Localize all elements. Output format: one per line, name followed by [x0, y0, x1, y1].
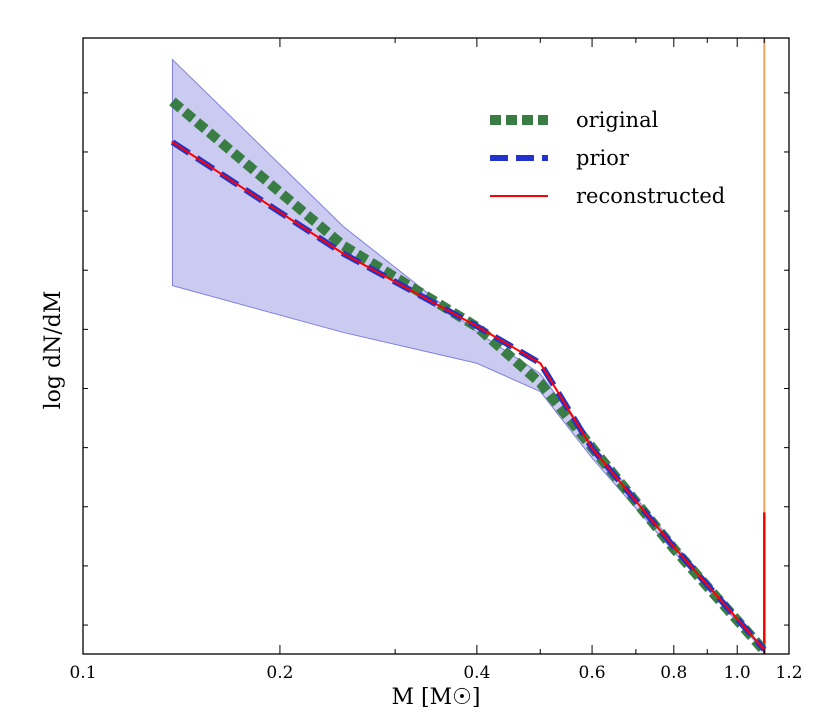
x-tick-label: 0.8 — [660, 663, 687, 683]
y-axis-label-text: log dN/dM — [41, 291, 66, 410]
legend-label-reconstructed: reconstructed — [576, 184, 725, 208]
x-tick-label: 1.0 — [724, 663, 751, 683]
x-tick-label: 0.6 — [579, 663, 606, 683]
x-tick-label: 0.2 — [266, 663, 293, 683]
legend: original prior reconstructed — [490, 108, 725, 208]
series-reconstructed — [171, 141, 766, 651]
y-axis-label: log dN/dM — [41, 291, 66, 410]
x-tick-label: 0.1 — [69, 663, 96, 683]
x-tick-label: 0.4 — [463, 663, 490, 683]
x-axis-label: M [M☉] — [392, 685, 481, 710]
axes-layer: 0.1 0.2 0.4 0.6 0.8 1.0 1.2 — [69, 38, 803, 683]
x-tick-label: 1.2 — [775, 663, 802, 683]
plot-frame — [82, 37, 790, 655]
legend-label-original: original — [576, 108, 659, 132]
plot-layer — [169, 38, 769, 654]
legend-label-prior: prior — [576, 146, 630, 170]
series-original — [169, 97, 769, 654]
